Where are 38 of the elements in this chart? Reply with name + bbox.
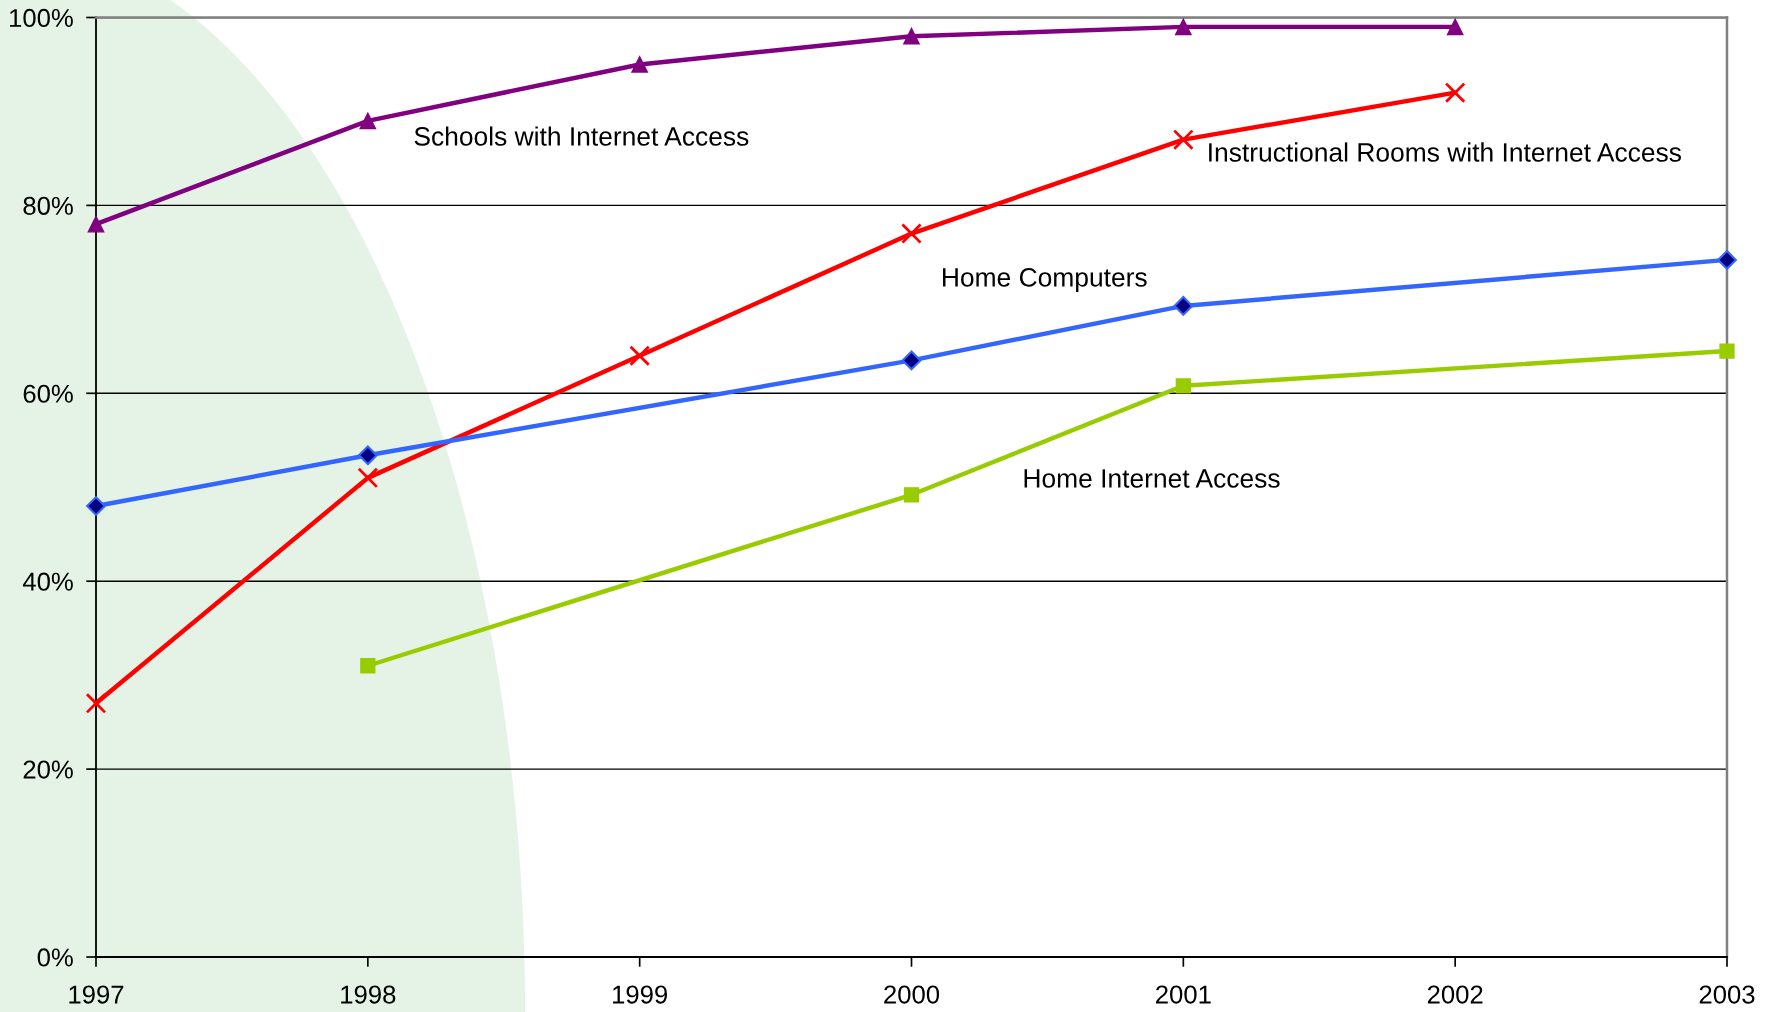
point [357, 467, 379, 489]
x-tick-label: 2002 [1427, 985, 1483, 1004]
point [85, 692, 107, 714]
x-tick-label: 2003 [1699, 985, 1755, 1004]
point [901, 223, 922, 244]
point [1717, 250, 1737, 270]
x-tick-label: 1998 [341, 985, 396, 1004]
x-tick-label: 2000 [884, 985, 940, 1004]
point [1175, 378, 1191, 394]
point [1173, 296, 1194, 316]
point [1719, 343, 1735, 359]
point [631, 56, 649, 73]
point [357, 445, 378, 466]
y-tick-label: 100% [10, 8, 73, 28]
series-label: Home Computers [943, 268, 1147, 292]
point [359, 112, 377, 130]
point [360, 658, 376, 674]
y-tick-label: 20% [23, 760, 73, 779]
series-label: Home Internet Access [1024, 469, 1280, 488]
point [903, 27, 920, 45]
x-tick-label: 1999 [613, 985, 668, 1004]
series-label: Instructional Rooms with Internet Access [1209, 142, 1681, 162]
point [629, 345, 651, 367]
point [87, 215, 105, 233]
y-tick-label: 80% [23, 196, 73, 215]
point [1174, 18, 1192, 36]
point [1446, 18, 1464, 36]
point [903, 487, 920, 503]
x-tick-label: 2001 [1156, 985, 1211, 1004]
y-tick-label: 0% [37, 948, 73, 967]
y-tick-label: 40% [22, 572, 73, 591]
point [1444, 82, 1466, 104]
series-label: Schools with Internet Access [414, 126, 749, 146]
point [901, 350, 922, 371]
point [86, 496, 106, 516]
y-tick-label: 60% [23, 384, 73, 403]
x-tick-label: 1997 [69, 985, 124, 1004]
point [1172, 129, 1194, 151]
